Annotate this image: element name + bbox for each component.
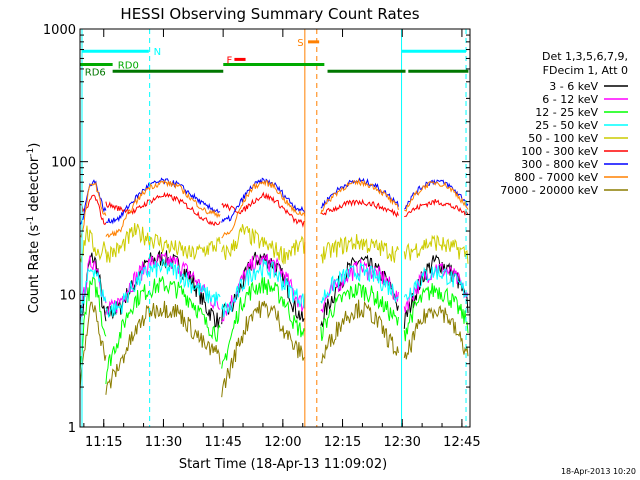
series-3-segment-0 bbox=[79, 267, 107, 317]
legend-label-4: 50 - 100 keV bbox=[528, 132, 598, 145]
series-8-segment-2 bbox=[221, 300, 306, 398]
bar-label-3: F bbox=[226, 55, 232, 66]
legend-label-2: 12 - 25 keV bbox=[535, 106, 598, 119]
series-4-segment-3 bbox=[320, 234, 399, 264]
flag-bars: N RD0 RD6 F S bbox=[80, 38, 469, 78]
x-tick-label-0: 11:15 bbox=[85, 435, 122, 450]
y-tick-label-2: 100 bbox=[51, 156, 76, 171]
series-7-segment-3 bbox=[320, 177, 399, 215]
y-label-sup2: -1 bbox=[26, 148, 36, 157]
legend-header-1: FDecim 1, Att 0 bbox=[543, 64, 628, 77]
series-7-segment-4 bbox=[404, 180, 469, 212]
series-2-segment-4 bbox=[403, 283, 469, 342]
series-5-trace bbox=[79, 191, 469, 228]
y-tick-label-3: 1000 bbox=[43, 23, 76, 38]
x-tick-label-3: 12:00 bbox=[264, 435, 301, 450]
plot-data bbox=[79, 177, 469, 398]
series-3-trace bbox=[79, 258, 469, 318]
y-tick-label-1: 10 bbox=[59, 288, 76, 303]
y-label-part3: ) bbox=[27, 143, 42, 148]
series-3-segment-2 bbox=[221, 259, 306, 318]
series-6-segment-2 bbox=[221, 177, 306, 223]
legend-label-1: 6 - 12 keV bbox=[542, 93, 598, 106]
plot-frame bbox=[79, 28, 471, 428]
legend-label-7: 800 - 7000 keV bbox=[514, 171, 598, 184]
series-2-segment-3 bbox=[320, 282, 399, 342]
legend-label-3: 25 - 50 keV bbox=[535, 119, 598, 132]
series-8-segment-1 bbox=[105, 300, 221, 395]
orbit-markers bbox=[81, 29, 467, 427]
series-7-segment-0 bbox=[79, 181, 107, 238]
chart-title: HESSI Observing Summary Count Rates bbox=[120, 5, 419, 23]
series-4-segment-1 bbox=[105, 222, 221, 263]
series-3-segment-3 bbox=[320, 262, 399, 304]
series-4-segment-4 bbox=[403, 234, 469, 264]
series-2-segment-2 bbox=[221, 276, 306, 369]
bar-label-0: N bbox=[154, 47, 161, 58]
bar-label-1: RD0 bbox=[118, 61, 139, 72]
generated-timestamp: 18-Apr-2013 10:20 bbox=[561, 467, 636, 476]
series-7-segment-2 bbox=[221, 180, 306, 239]
series-8-segment-3 bbox=[320, 299, 399, 364]
series-5-segment-2 bbox=[221, 191, 305, 228]
legend: Det 1,3,5,6,7,9,FDecim 1, Att 0 3 - 6 keV… bbox=[500, 50, 628, 197]
series-3-segment-1 bbox=[105, 258, 221, 318]
bar-label-2: RD6 bbox=[85, 67, 106, 78]
x-tick-label-6: 12:45 bbox=[443, 435, 480, 450]
series-0-segment-3 bbox=[320, 254, 399, 328]
x-tick-label-1: 11:30 bbox=[145, 435, 182, 450]
y-axis-label: Count Rate (s-1 detector-1) bbox=[26, 143, 42, 314]
series-7-segment-1 bbox=[105, 179, 221, 239]
x-axis-label: Start Time (18-Apr-13 11:09:02) bbox=[179, 457, 387, 472]
x-tick-label-2: 11:45 bbox=[204, 435, 241, 450]
series-8-trace bbox=[79, 299, 469, 398]
legend-header-0: Det 1,3,5,6,7,9, bbox=[542, 50, 628, 63]
x-tick-label-5: 12:30 bbox=[383, 435, 420, 450]
series-5-segment-4 bbox=[404, 198, 469, 218]
y-tick-label-0: 1 bbox=[68, 421, 76, 436]
legend-label-0: 3 - 6 keV bbox=[549, 80, 598, 93]
series-3-segment-4 bbox=[403, 265, 469, 302]
x-tick-label-4: 12:15 bbox=[324, 435, 361, 450]
legend-label-8: 7000 - 20000 keV bbox=[500, 184, 598, 197]
series-4-segment-2 bbox=[221, 224, 306, 266]
series-4-segment-0 bbox=[79, 225, 107, 263]
y-label-sup1: -1 bbox=[26, 216, 36, 225]
series-8-segment-4 bbox=[403, 305, 469, 360]
series-6-segment-0 bbox=[79, 179, 107, 226]
legend-label-5: 100 - 300 keV bbox=[521, 145, 598, 158]
series-2-segment-0 bbox=[79, 276, 107, 371]
series-8-segment-0 bbox=[79, 301, 107, 391]
series-6-segment-1 bbox=[105, 177, 221, 225]
series-5-segment-3 bbox=[320, 198, 399, 218]
axis-ticks: 11:15 11:30 11:45 12:00 12:15 12:30 12:45 1 10 10… bbox=[43, 23, 481, 450]
y-label-part2: detector bbox=[27, 156, 42, 216]
series-4-trace bbox=[79, 222, 469, 266]
series-7-trace bbox=[79, 177, 469, 239]
y-label-part1: Count Rate (s bbox=[27, 225, 42, 314]
series-2-segment-1 bbox=[105, 276, 221, 385]
series-2-trace bbox=[79, 276, 469, 385]
legend-label-6: 300 - 800 keV bbox=[521, 158, 598, 171]
bar-label-4: S bbox=[297, 38, 303, 49]
